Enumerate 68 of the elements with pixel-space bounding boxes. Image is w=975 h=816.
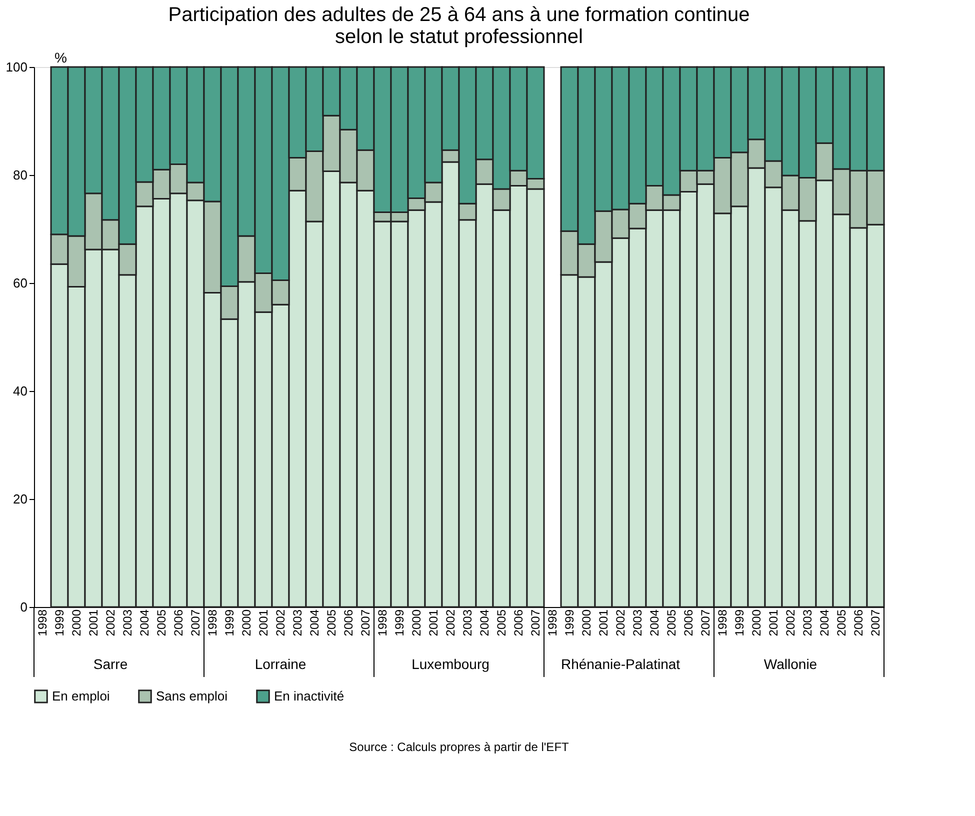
- y-tick-label: 20: [13, 492, 28, 506]
- x-tick-label: 1999: [732, 609, 746, 636]
- x-tick-label: 2002: [444, 609, 458, 636]
- x-tick-label: 2002: [784, 609, 798, 636]
- x-tick-label: 2004: [648, 609, 662, 636]
- text: selon le statut professionnel: [335, 26, 583, 48]
- x-tick-label: 2004: [818, 609, 832, 636]
- x-tick-label: 1998: [206, 609, 220, 636]
- x-tick-label: 2004: [308, 609, 322, 636]
- legend-label: En emploi: [52, 688, 110, 704]
- y-tick-label: 60: [13, 276, 28, 290]
- x-tick-label: 2003: [460, 609, 474, 636]
- x-tick-label: 1998: [376, 609, 390, 636]
- text: Wallonie: [764, 656, 818, 672]
- x-tick-label: 2005: [664, 609, 678, 636]
- legend-label: Sans emploi: [156, 688, 228, 704]
- x-tick-label: 2006: [512, 609, 526, 636]
- x-tick-label: 1998: [546, 609, 560, 636]
- x-tick-label: 2003: [120, 609, 134, 636]
- x-tick-label: 1998: [716, 609, 730, 636]
- x-tick-label: 2002: [614, 609, 628, 636]
- x-tick-label: 2005: [154, 609, 168, 636]
- x-tick-label: 2001: [426, 609, 440, 636]
- text: Lorraine: [254, 656, 306, 672]
- x-tick-label: 2006: [682, 609, 696, 636]
- x-tick-label: 2004: [138, 609, 152, 636]
- x-tick-label: 2000: [580, 609, 594, 636]
- x-tick-label: 2003: [630, 609, 644, 636]
- x-tick-label: 2003: [800, 609, 814, 636]
- x-tick-label: 2001: [86, 609, 100, 636]
- x-tick-label: 2006: [342, 609, 356, 636]
- x-tick-label: 1998: [36, 609, 50, 636]
- x-tick-label: 2000: [750, 609, 764, 636]
- text: Participation des adultes de 25 à 64 ans à une formation continue: [168, 4, 750, 26]
- x-tick-label: 2001: [256, 609, 270, 636]
- x-tick-label: 2007: [868, 609, 882, 636]
- x-tick-label: 2006: [852, 609, 866, 636]
- x-tick-label: 2003: [290, 609, 304, 636]
- x-tick-label: 1999: [222, 609, 236, 636]
- x-tick-label: 2005: [834, 609, 848, 636]
- x-tick-label: 2004: [478, 609, 492, 636]
- x-tick-label: 2001: [766, 609, 780, 636]
- x-tick-label: 2006: [172, 609, 186, 636]
- text: Sarre: [93, 656, 128, 672]
- x-tick-label: 2005: [324, 609, 338, 636]
- source-note: Source : Calculs propres à partir de l'EFT: [349, 740, 570, 754]
- x-tick-label: 2007: [358, 609, 372, 636]
- x-tick-label: 2005: [494, 609, 508, 636]
- x-tick-label: 1999: [52, 609, 66, 636]
- y-tick-label: 80: [13, 168, 28, 182]
- x-tick-label: 2002: [274, 609, 288, 636]
- x-tick-label: 2000: [70, 609, 84, 636]
- y-tick-label: 100: [6, 60, 28, 74]
- legend-label: En inactivité: [274, 688, 344, 704]
- y-axis-title: %: [54, 50, 67, 66]
- x-tick-label: 2000: [410, 609, 424, 636]
- x-tick-label: 1999: [562, 609, 576, 636]
- x-tick-label: 2007: [188, 609, 202, 636]
- text: Rhénanie-Palatinat: [560, 656, 680, 672]
- x-tick-label: 2000: [240, 609, 254, 636]
- y-tick-label: 40: [13, 384, 28, 398]
- x-tick-label: 1999: [392, 609, 406, 636]
- x-tick-label: 2007: [528, 609, 542, 636]
- y-tick-label: 0: [20, 600, 28, 614]
- text: Luxembourg: [412, 656, 490, 672]
- x-tick-label: 2002: [104, 609, 118, 636]
- x-tick-label: 2001: [596, 609, 610, 636]
- x-tick-label: 2007: [698, 609, 712, 636]
